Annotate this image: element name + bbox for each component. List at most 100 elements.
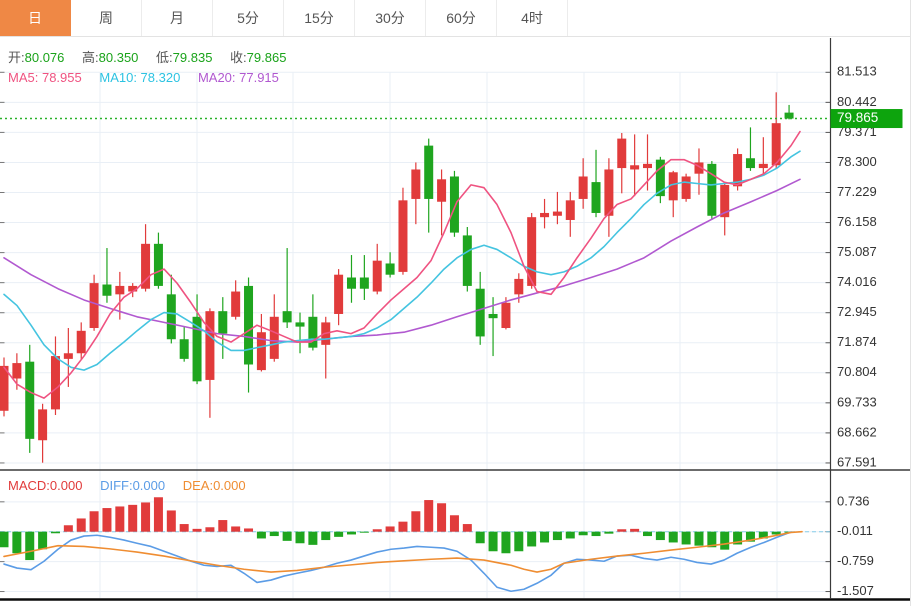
macd-histogram-bar	[488, 531, 498, 552]
candle-up	[63, 353, 73, 359]
price-tick-label: 77.229	[837, 184, 877, 199]
tab-interval-5分[interactable]: 5分	[213, 0, 284, 36]
macd-histogram-bar	[25, 531, 35, 561]
ma10-line	[3, 150, 801, 371]
candle-up	[269, 316, 279, 359]
candle-up	[681, 176, 691, 199]
candle-up	[604, 169, 614, 216]
macd-histogram-bar	[334, 531, 344, 537]
macd-histogram-bar	[50, 531, 60, 534]
macd-histogram-bar	[282, 531, 292, 541]
candle-up	[552, 211, 562, 216]
price-tick-label: 72.945	[837, 304, 877, 319]
candle-down	[462, 235, 472, 286]
tab-interval-60分[interactable]: 60分	[426, 0, 497, 36]
candle-up	[514, 278, 524, 295]
last-price-badge-label: 79.865	[837, 110, 878, 125]
tab-interval-周[interactable]: 周	[71, 0, 142, 36]
candle-up	[437, 179, 447, 202]
candle-down	[282, 311, 292, 323]
candle-up	[0, 365, 9, 411]
candle-down	[591, 182, 601, 213]
candle-down	[192, 316, 202, 382]
macd-histogram-bar	[604, 531, 614, 534]
macd-histogram-bar	[231, 526, 241, 532]
macd-histogram-bar	[681, 531, 691, 545]
macd-value-legend: MACD:0.000	[8, 478, 83, 493]
candle-down	[179, 339, 189, 359]
candle-up	[372, 260, 382, 292]
candle-down	[25, 361, 35, 439]
candle-up	[733, 154, 743, 187]
interval-tabbar: 日周月 5分 15分 30分 60分 4时	[0, 0, 910, 37]
macd-histogram-bar	[0, 531, 9, 548]
macd-histogram-bar	[218, 520, 228, 532]
macd-histogram-bar	[540, 531, 550, 543]
ohlc-high: 高:80.350	[82, 50, 139, 65]
dea-line	[3, 530, 803, 573]
macd-histogram-bar	[321, 531, 331, 541]
macd-histogram-bar	[462, 524, 472, 532]
macd-histogram-bar	[707, 531, 717, 548]
candle-up	[76, 330, 86, 354]
macd-histogram-bar	[295, 531, 305, 544]
candle-down	[102, 284, 112, 296]
price-tick-label: 70.804	[837, 364, 877, 379]
ma10-legend: MA10: 78.320	[99, 70, 181, 85]
macd-histogram-bar	[733, 531, 743, 545]
macd-tick-label: -0.011	[837, 523, 873, 538]
candle-up	[668, 172, 678, 201]
candlestick-macd-canvas[interactable]: 81.51380.44279.37178.30077.22976.15875.0…	[0, 38, 911, 606]
candle-up	[256, 332, 266, 371]
candle-up	[694, 162, 704, 174]
price-tick-label: 76.158	[837, 214, 877, 229]
price-tick-label: 75.087	[837, 244, 877, 259]
chart-area[interactable]: 81.513 80.442 79.371 78.300 77.229 76.158 75.0…	[0, 38, 911, 606]
price-tick-label: 71.874	[837, 334, 877, 349]
candle-up	[411, 169, 421, 199]
candle-down	[424, 145, 434, 199]
macd-histogram-bar	[38, 531, 48, 550]
macd-histogram-bar	[192, 528, 202, 532]
candle-up	[565, 200, 575, 220]
macd-histogram-bar	[475, 531, 485, 544]
candle-up	[720, 184, 730, 218]
candle-down	[295, 322, 305, 327]
macd-tick-label: -0.759	[837, 553, 874, 568]
ohlc-low: 低:79.835	[156, 50, 213, 65]
candle-down	[244, 285, 254, 365]
candle-down	[385, 263, 395, 275]
macd-histogram-bar	[128, 504, 138, 532]
candle-down	[166, 294, 176, 340]
candle-up	[12, 363, 22, 379]
candle-up	[205, 311, 215, 380]
macd-histogram-bar	[12, 531, 22, 554]
tab-interval-月[interactable]: 月	[142, 0, 213, 36]
price-tick-label: 68.662	[837, 424, 877, 439]
candle-down	[218, 311, 228, 334]
tab-interval-4时[interactable]: 4时	[497, 0, 568, 36]
dea-value-legend: DEA:0.000	[182, 478, 246, 493]
macd-histogram-bar	[668, 531, 678, 543]
tab-interval-日[interactable]: 日	[0, 0, 71, 36]
macd-histogram-bar	[269, 531, 279, 537]
candle-up	[578, 176, 588, 199]
candle-up	[89, 283, 99, 329]
candle-up	[398, 200, 408, 272]
ohlc-legend: 开:80.076 高:80.350 低:79.835 收:79.865	[8, 47, 300, 66]
candle-up	[334, 274, 344, 314]
macd-histogram-bar	[244, 528, 254, 532]
candle-down	[784, 112, 794, 119]
macd-histogram-bar	[346, 531, 356, 535]
tab-interval-15分[interactable]: 15分	[284, 0, 355, 36]
candle-up	[643, 163, 652, 169]
macd-histogram-bar	[76, 518, 86, 532]
macd-histogram-bar	[398, 521, 408, 532]
last-price-badge	[830, 109, 903, 129]
candle-up	[617, 138, 627, 169]
tab-interval-30分[interactable]: 30分	[355, 0, 426, 36]
ma5-legend: MA5: 78.955	[8, 70, 82, 85]
ma-legend: MA5: 78.955 MA10: 78.320 MA20: 77.915	[8, 70, 293, 85]
macd-histogram-bar	[591, 531, 601, 537]
price-tick-label: 74.016	[837, 274, 877, 289]
